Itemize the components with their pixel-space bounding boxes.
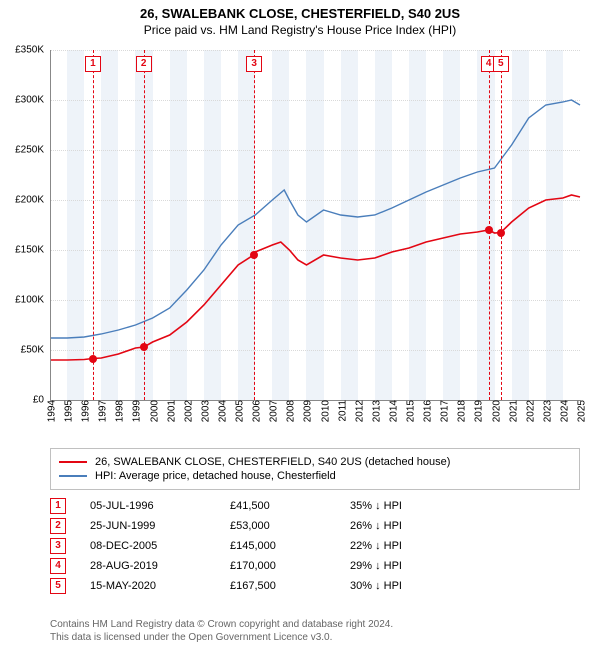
footer-attribution: Contains HM Land Registry data © Crown c… — [50, 618, 580, 644]
y-axis-label: £150K — [15, 245, 50, 256]
x-axis-label: 2010 — [316, 400, 331, 422]
transaction-marker-badge: 4 — [50, 558, 66, 574]
chart-subtitle: Price paid vs. HM Land Registry's House … — [0, 21, 600, 37]
transaction-marker-badge: 5 — [50, 578, 66, 594]
sale-marker-badge: 1 — [85, 56, 101, 72]
x-axis-label: 2016 — [419, 400, 434, 422]
x-axis-label: 2015 — [402, 400, 417, 422]
x-axis-label: 1997 — [94, 400, 109, 422]
y-axis-label: £200K — [15, 195, 50, 206]
y-axis-label: £350K — [15, 45, 50, 56]
sale-marker-dot — [497, 229, 505, 237]
transaction-hpi-diff: 35% ↓ HPI — [350, 500, 430, 512]
sale-marker-badge: 2 — [136, 56, 152, 72]
x-axis-label: 2011 — [333, 400, 348, 422]
x-axis-label: 2003 — [196, 400, 211, 422]
transaction-hpi-diff: 29% ↓ HPI — [350, 560, 430, 572]
legend-swatch — [59, 475, 87, 477]
x-axis-label: 1998 — [111, 400, 126, 422]
footer-line-1: Contains HM Land Registry data © Crown c… — [50, 618, 580, 631]
legend-item: 26, SWALEBANK CLOSE, CHESTERFIELD, S40 2… — [59, 455, 571, 469]
x-axis-label: 2005 — [231, 400, 246, 422]
y-axis-label: £100K — [15, 295, 50, 306]
transaction-hpi-diff: 26% ↓ HPI — [350, 520, 430, 532]
legend: 26, SWALEBANK CLOSE, CHESTERFIELD, S40 2… — [50, 448, 580, 490]
x-axis-label: 2024 — [555, 400, 570, 422]
y-axis-label: £300K — [15, 95, 50, 106]
transaction-price: £145,000 — [230, 540, 350, 552]
x-axis-label: 2017 — [436, 400, 451, 422]
transaction-row: 4 28-AUG-2019£170,00029% ↓ HPI — [50, 556, 580, 576]
transaction-date: 28-AUG-2019 — [90, 560, 230, 572]
x-axis-label: 2006 — [248, 400, 263, 422]
transaction-hpi-diff: 22% ↓ HPI — [350, 540, 430, 552]
x-axis-label: 1995 — [60, 400, 75, 422]
transaction-date: 25-JUN-1999 — [90, 520, 230, 532]
x-axis-label: 2013 — [367, 400, 382, 422]
legend-swatch — [59, 461, 87, 463]
x-axis-label: 2008 — [282, 400, 297, 422]
x-axis-label: 2018 — [453, 400, 468, 422]
y-axis-label: £50K — [21, 345, 50, 356]
transactions-table: 1 05-JUL-1996£41,50035% ↓ HPI 2 25-JUN-1999… — [50, 496, 580, 596]
x-axis-label: 1996 — [77, 400, 92, 422]
transaction-marker-badge: 2 — [50, 518, 66, 534]
x-axis-label: 1999 — [128, 400, 143, 422]
transaction-date: 05-JUL-1996 — [90, 500, 230, 512]
transaction-marker-badge: 1 — [50, 498, 66, 514]
sale-marker-badge: 5 — [493, 56, 509, 72]
legend-item: HPI: Average price, detached house, Ches… — [59, 469, 571, 483]
sale-marker-dot — [485, 226, 493, 234]
sale-marker-line — [93, 50, 94, 400]
x-axis-label: 2021 — [504, 400, 519, 422]
legend-label: 26, SWALEBANK CLOSE, CHESTERFIELD, S40 2… — [95, 456, 450, 468]
x-axis-label: 2014 — [384, 400, 399, 422]
x-axis-label: 2019 — [470, 400, 485, 422]
x-axis-label: 2023 — [538, 400, 553, 422]
transaction-row: 3 08-DEC-2005£145,00022% ↓ HPI — [50, 536, 580, 556]
x-axis-label: 2002 — [179, 400, 194, 422]
sale-marker-line — [254, 50, 255, 400]
transaction-price: £170,000 — [230, 560, 350, 572]
transaction-marker-badge: 3 — [50, 538, 66, 554]
transaction-hpi-diff: 30% ↓ HPI — [350, 580, 430, 592]
footer-line-2: This data is licensed under the Open Gov… — [50, 631, 580, 644]
x-axis-label: 2004 — [213, 400, 228, 422]
x-axis-label: 2000 — [145, 400, 160, 422]
transaction-date: 15-MAY-2020 — [90, 580, 230, 592]
x-axis-label: 2022 — [521, 400, 536, 422]
sale-marker-dot — [250, 251, 258, 259]
sale-marker-dot — [89, 355, 97, 363]
x-axis-label: 2009 — [299, 400, 314, 422]
y-axis-label: £250K — [15, 145, 50, 156]
x-axis-label: 2001 — [162, 400, 177, 422]
chart-plot-area: 12345 £0£50K£100K£150K£200K£250K£300K£35… — [50, 50, 580, 400]
x-axis-label: 2020 — [487, 400, 502, 422]
transaction-row: 5 15-MAY-2020£167,50030% ↓ HPI — [50, 576, 580, 596]
x-axis-label: 2007 — [265, 400, 280, 422]
transaction-row: 1 05-JUL-1996£41,50035% ↓ HPI — [50, 496, 580, 516]
sale-marker-line — [501, 50, 502, 400]
sale-marker-dot — [140, 343, 148, 351]
chart-title: 26, SWALEBANK CLOSE, CHESTERFIELD, S40 2… — [0, 0, 600, 21]
transaction-price: £41,500 — [230, 500, 350, 512]
x-axis-label: 2012 — [350, 400, 365, 422]
transaction-price: £167,500 — [230, 580, 350, 592]
transaction-row: 2 25-JUN-1999£53,00026% ↓ HPI — [50, 516, 580, 536]
sale-marker-line — [489, 50, 490, 400]
transaction-date: 08-DEC-2005 — [90, 540, 230, 552]
transaction-price: £53,000 — [230, 520, 350, 532]
x-axis-label: 1994 — [43, 400, 58, 422]
x-axis-label: 2025 — [573, 400, 588, 422]
legend-label: HPI: Average price, detached house, Ches… — [95, 470, 336, 482]
sale-marker-badge: 3 — [246, 56, 262, 72]
